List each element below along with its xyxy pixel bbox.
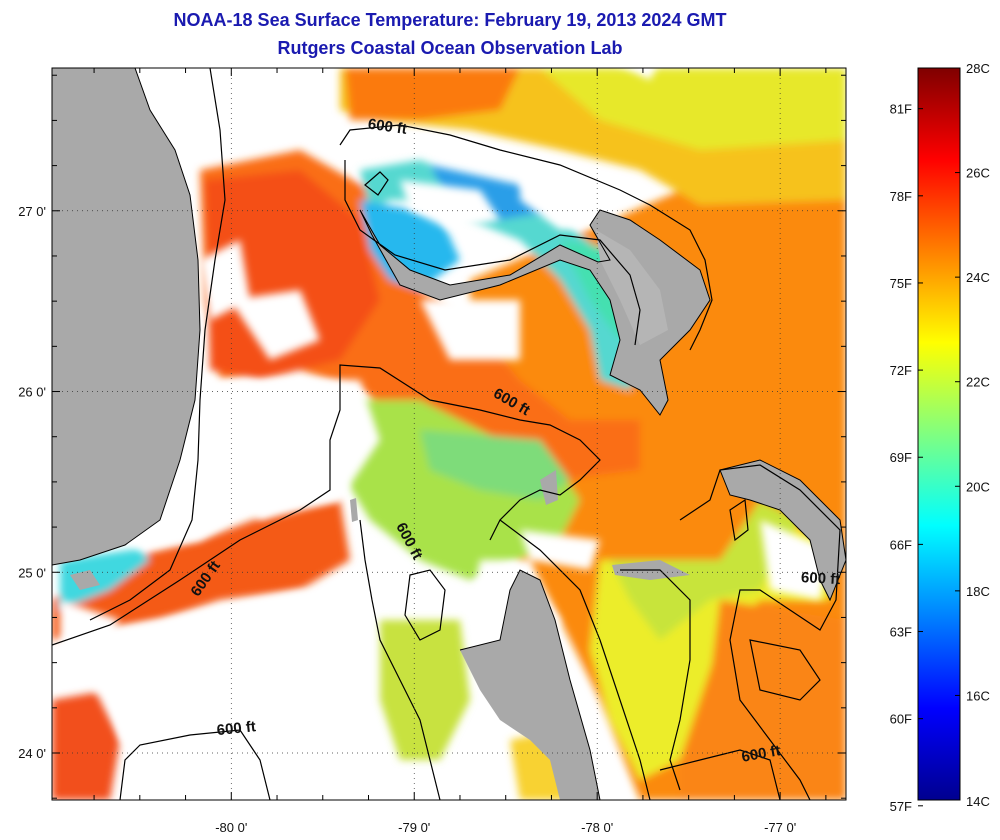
colorbar-f-label: 69F (890, 450, 912, 465)
colorbar: 28C 26C 24C 22C 20C 18C 16C 14C 81F 78F 75F 72F 69F 6… (890, 61, 990, 814)
isobath-tongue-inner (620, 569, 691, 791)
map-title: NOAA-18 Sea Surface Temperature: Februar… (173, 10, 727, 30)
isobath-tongue (499, 519, 651, 800)
isobath-bank-loop (729, 498, 749, 542)
isobath-north (339, 124, 713, 351)
isobath-florida-west (89, 68, 226, 621)
map-frame (51, 67, 847, 801)
colorbar-f-label: 78F (890, 189, 912, 204)
lat-tick-label: 26 0' (18, 385, 46, 400)
colorbar-labels: 28C 26C 24C 22C 20C 18C 16C 14C 81F 78F 75F 72F 69F 6… (890, 61, 990, 814)
isobath-label: 600 ft (216, 718, 257, 739)
isobath-little-bank (344, 160, 641, 346)
isobath-south-east (659, 749, 781, 800)
lat-tick-label: 27 0' (18, 204, 46, 219)
colorbar-c-label: 14C (966, 794, 990, 809)
lon-tick-label: -79 0' (398, 820, 430, 835)
isobath-label: 600 ft (801, 569, 841, 588)
lat-tick-label: 24 0' (18, 746, 46, 761)
colorbar-gradient (917, 67, 961, 801)
map-subtitle: Rutgers Coastal Ocean Observation Lab (277, 38, 623, 58)
lon-tick-label: -78 0' (581, 820, 613, 835)
colorbar-c-label: 16C (966, 688, 990, 703)
isobath-n-florida-loop (364, 171, 389, 196)
lat-tick-label: 25 0' (18, 565, 46, 580)
colorbar-c-label: 24C (966, 270, 990, 285)
lon-tick-label: -77 0' (764, 820, 796, 835)
isobath-south (119, 729, 271, 800)
isobath-exuma (679, 464, 841, 800)
coastline (52, 68, 846, 800)
isobath-se-island (749, 639, 821, 701)
colorbar-f-label: 60F (890, 712, 912, 727)
isobath-label: 600 ft (740, 742, 782, 766)
colorbar-c-label: 22C (966, 375, 990, 390)
isobaths (52, 68, 841, 800)
isobath-label: 600 ft (367, 116, 408, 138)
colorbar-f-label: 75F (890, 276, 912, 291)
map-axes: -80 0' -79 0' -78 0' -77 0' 27 0' 26 0' 25 0' 2… (18, 68, 846, 835)
colorbar-f-label: 57F (890, 799, 912, 814)
colorbar-f-label: 81F (890, 102, 912, 117)
colorbar-c-label: 20C (966, 479, 990, 494)
isobath-florida (52, 364, 601, 646)
sst-field (52, 68, 846, 800)
lon-tick-label: -80 0' (215, 820, 247, 835)
lat-lon-grid (52, 68, 846, 800)
isobath-andros (359, 519, 441, 800)
colorbar-c-label: 28C (966, 61, 990, 76)
colorbar-f-label: 72F (890, 363, 912, 378)
colorbar-f-label: 63F (890, 625, 912, 640)
colorbar-f-label: 66F (890, 537, 912, 552)
isobath-small-loop (404, 569, 446, 641)
colorbar-c-label: 18C (966, 584, 990, 599)
colorbar-c-label: 26C (966, 166, 990, 181)
